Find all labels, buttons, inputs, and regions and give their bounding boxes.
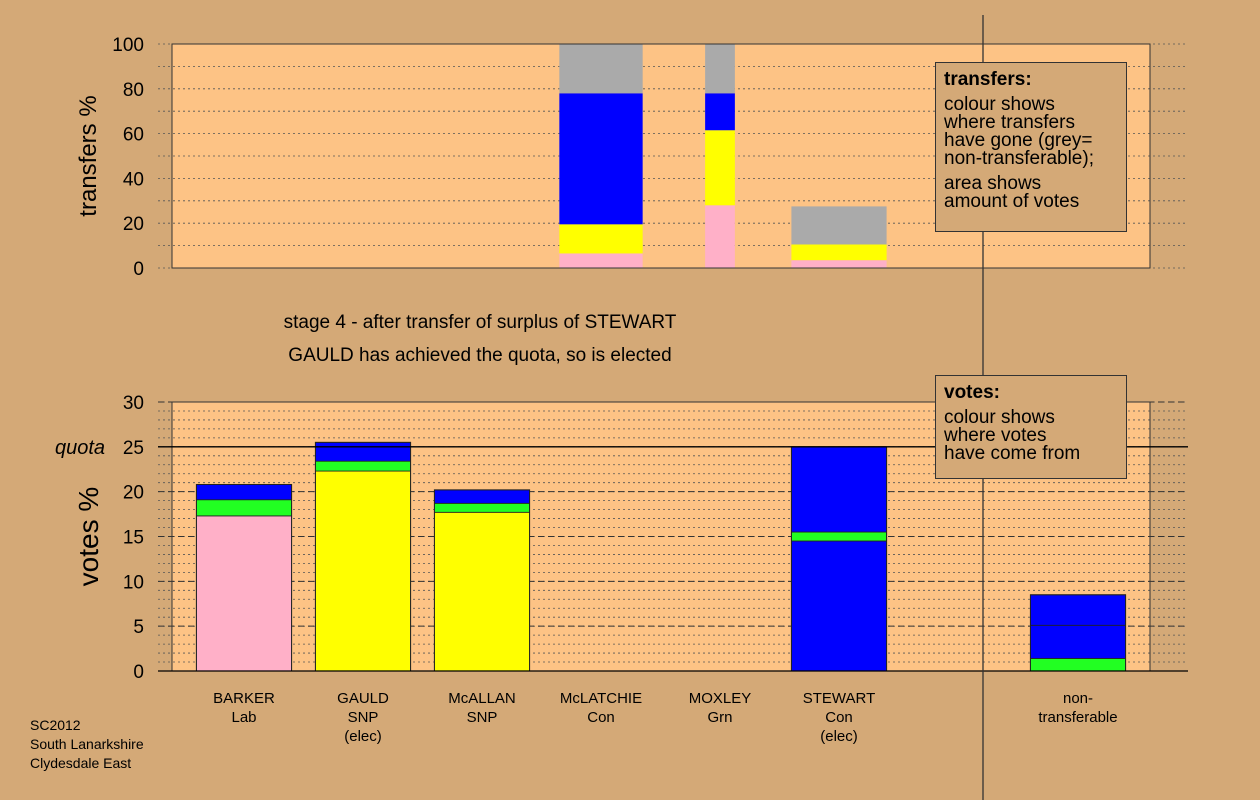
transfers-legend-line: have gone (grey=: [944, 130, 1093, 151]
y-tick-label: 20: [123, 483, 144, 504]
bar-segment: [195, 515, 292, 672]
y-tick-label: 25: [123, 438, 144, 459]
transfers-legend-line: where transfers: [944, 112, 1075, 133]
bar-segment: [195, 499, 292, 517]
y-tick-label: 0: [133, 259, 144, 280]
stage-description: stage 4 - after transfer of surplus of S…: [283, 312, 677, 333]
votes-legend-line: have come from: [944, 443, 1081, 464]
category-party: Lab: [231, 709, 256, 726]
footer-ward: Clydesdale East: [30, 755, 132, 771]
category-name: MOXLEY: [689, 690, 752, 707]
y-axis-label: transfers %: [75, 95, 102, 216]
category-party: Grn: [707, 709, 732, 726]
bar-segment: [791, 244, 887, 261]
bar-segment: [791, 540, 888, 672]
y-tick-label: 30: [123, 393, 144, 414]
category-party: SNP: [467, 709, 498, 726]
y-tick-label: 0: [133, 662, 144, 683]
bar-segment: [791, 531, 888, 542]
bar-segment: [1030, 658, 1127, 672]
votes-legend-line: colour shows: [944, 407, 1055, 428]
y-tick-label: 60: [123, 125, 144, 146]
bar-segment: [433, 502, 530, 513]
bar-segment: [314, 441, 411, 462]
bar-segment: [314, 460, 411, 472]
bar-segment: [433, 489, 530, 504]
category-name: STEWART: [803, 690, 876, 707]
votes-legend-title: votes:: [944, 382, 1000, 403]
category-name: McALLAN: [448, 690, 516, 707]
category-party: Con: [587, 709, 615, 726]
category-note: (elec): [820, 728, 858, 745]
y-tick-label: 100: [112, 35, 144, 56]
bar-segment: [559, 253, 643, 268]
bar-segment: [195, 484, 292, 501]
footer-council: South Lanarkshire: [30, 736, 144, 752]
category-party: transferable: [1038, 709, 1117, 726]
bar-segment: [791, 260, 887, 268]
y-tick-label: 10: [123, 572, 144, 593]
bar-segment: [705, 44, 735, 94]
transfers-legend-line: colour shows: [944, 94, 1055, 115]
bar-segment: [559, 93, 643, 225]
transfers-legend-line: area shows: [944, 173, 1042, 194]
quota-label: quota: [55, 437, 105, 459]
y-tick-label: 5: [133, 617, 144, 638]
bar-segment: [559, 44, 643, 94]
bar-segment: [705, 93, 735, 131]
y-tick-label: 80: [123, 80, 144, 101]
bar-segment: [705, 205, 735, 268]
bar-segment: [791, 206, 887, 245]
bar-segment: [433, 511, 530, 672]
transfers-legend-line: non-transferable);: [944, 148, 1094, 169]
bar-segment: [705, 130, 735, 206]
bar-segment: [314, 470, 411, 672]
y-tick-label: 15: [123, 528, 144, 549]
y-tick-label: 20: [123, 214, 144, 235]
footer-election: SC2012: [30, 717, 81, 733]
category-note: (elec): [344, 728, 382, 745]
bar-segment: [559, 224, 643, 254]
bar-segment: [1030, 594, 1127, 626]
category-name: non-: [1063, 690, 1093, 707]
votes-legend: votes: colour shows where votes have com…: [935, 375, 1127, 479]
category-name: McLATCHIE: [560, 690, 642, 707]
votes-legend-line: where votes: [944, 425, 1047, 446]
category-party: SNP: [348, 709, 379, 726]
votes-chart: 0 5 10 15 20 25 30 votes % quota BARKER Lab GAULD SN…: [55, 393, 1188, 745]
category-name: GAULD: [337, 690, 389, 707]
transfers-legend: transfers: colour shows where transfers …: [935, 62, 1127, 232]
transfers-legend-title: transfers:: [944, 69, 1032, 90]
plot-frame: [171, 43, 1151, 269]
bar-segment: [791, 446, 888, 533]
category-name: BARKER: [213, 690, 275, 707]
elected-message: GAULD has achieved the quota, so is elec…: [288, 345, 672, 366]
bar-segment: [1030, 624, 1127, 659]
y-axis-label: votes %: [73, 487, 104, 587]
category-party: Con: [825, 709, 853, 726]
y-tick-label: 40: [123, 169, 144, 190]
transfers-legend-line: amount of votes: [944, 191, 1080, 212]
